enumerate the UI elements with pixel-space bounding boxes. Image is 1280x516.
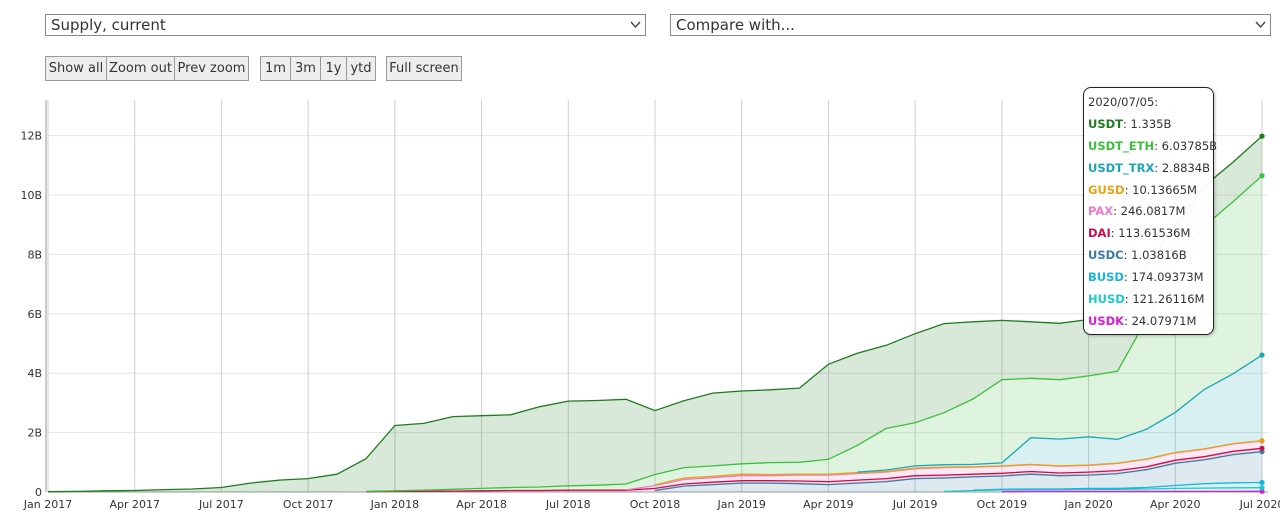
metric-select[interactable]: Supply, current (45, 14, 646, 36)
tooltip-entry: DAI113.61536M (1088, 226, 1213, 248)
area-fill (366, 448, 1262, 492)
x-tick-label: Jan 2018 (370, 498, 419, 511)
chevron (1255, 21, 1266, 29)
series-line (47, 135, 1263, 493)
tooltip-series-name: BUSD (1088, 270, 1131, 284)
tooltip-entry: BUSD174.09373M (1088, 270, 1213, 292)
range-button[interactable]: 1y (320, 56, 347, 81)
area-fill (626, 441, 1262, 491)
x-tick-label: Jan 2020 (1063, 498, 1112, 511)
end-marker (1259, 488, 1265, 494)
tooltip-value: 1.335B (1130, 116, 1172, 131)
tooltip-value: 2.8834B (1161, 160, 1210, 175)
end-marker (1259, 133, 1265, 139)
tooltip-value: 6.03785B (1161, 138, 1218, 153)
tooltip-entry: USDT1.335B (1088, 117, 1213, 139)
range-button[interactable]: ytd (346, 56, 376, 81)
tooltip-entry: HUSD121.26116M (1088, 292, 1213, 314)
x-tick-label: Jul 2020 (1239, 498, 1280, 511)
area-fill (366, 175, 1262, 492)
y-tick-label: 4B (27, 367, 42, 380)
compare-select-label: Compare with... (676, 16, 795, 34)
y-tick-label: 6B (27, 308, 42, 321)
zoom-button[interactable]: Prev zoom (174, 56, 249, 81)
y-tick-label: 2B (27, 427, 42, 440)
area-fill (857, 355, 1262, 473)
tooltip-entry: USDT_ETH6.03785B (1088, 139, 1217, 161)
lines (47, 133, 1265, 494)
y-tick-label: 8B (27, 248, 42, 261)
end-marker (1259, 479, 1265, 486)
tooltip-value: 113.61536M (1118, 226, 1191, 241)
tooltip-date: 2020/07/05: (1088, 95, 1159, 109)
compare-select[interactable]: Compare with... (670, 14, 1271, 36)
tooltip-value: 10.13665M (1132, 182, 1197, 197)
end-marker (1259, 438, 1265, 444)
tooltip-value: 174.09373M (1131, 270, 1204, 285)
end-marker (1259, 485, 1265, 491)
x-tick-label: Jul 2017 (198, 498, 244, 511)
x-tick-label: Jul 2019 (892, 498, 938, 511)
tooltip-entry: PAX246.0817M (1088, 204, 1213, 226)
tooltip-series-name: USDT_TRX (1088, 161, 1162, 175)
x-tick-label: Oct 2019 (977, 498, 1028, 511)
tooltip-value: 246.0817M (1120, 204, 1186, 219)
area-fill (655, 451, 1262, 492)
metric-select-label: Supply, current (51, 16, 166, 34)
tooltip-series-name: USDC (1088, 248, 1131, 262)
tooltip-entry: GUSD10.13665M (1088, 183, 1213, 205)
range-button[interactable]: 3m (290, 56, 321, 81)
x-tick-label: Oct 2017 (283, 498, 334, 511)
end-marker (1259, 445, 1265, 451)
x-tick-label: Apr 2019 (803, 498, 854, 511)
tooltip-series-name: PAX (1088, 204, 1121, 218)
x-tick-label: Apr 2020 (1150, 498, 1201, 511)
tooltip-value: 1.03816B (1131, 248, 1187, 263)
end-marker (1259, 352, 1265, 358)
tooltip-series-name: USDT (1088, 117, 1131, 131)
tooltip-series-name: USDK (1088, 314, 1132, 328)
series-line (654, 440, 1263, 486)
chevron (630, 21, 641, 29)
series-line (654, 451, 1263, 492)
y-tick-label: 10B (20, 189, 42, 202)
fullscreen-button[interactable]: Full screen (386, 56, 462, 81)
tooltip: 2020/07/05:USDT1.335BUSDT_ETH6.03785BUSD… (1083, 87, 1217, 336)
zoom-button[interactable]: Show all (45, 56, 107, 81)
x-tick-label: Jul 2018 (545, 498, 591, 511)
series-line (857, 354, 1263, 473)
tooltip-value: 24.07971M (1131, 313, 1197, 328)
tooltip-entry: USDC1.03816B (1088, 248, 1213, 270)
tooltip-value: 121.26116M (1132, 292, 1205, 307)
zoom-button[interactable]: Zoom out (106, 56, 175, 81)
range-button[interactable]: 1m (260, 56, 291, 81)
series-line (365, 175, 1263, 493)
tooltip-entry: USDK24.07971M (1088, 314, 1213, 336)
x-tick-label: Jan 2017 (23, 498, 72, 511)
y-tick-label: 0 (35, 486, 42, 499)
y-tick-label: 12B (20, 130, 42, 143)
series-line (972, 481, 1263, 491)
x-tick-label: Apr 2018 (456, 498, 507, 511)
x-tick-label: Apr 2017 (109, 498, 160, 511)
tooltip-series-name: GUSD (1088, 183, 1132, 197)
area-fill (48, 136, 1262, 492)
x-tick-label: Jan 2019 (716, 498, 765, 511)
end-marker (1259, 173, 1265, 179)
tooltip-series-name: HUSD (1088, 292, 1132, 306)
tooltip-entry: USDT_TRX2.8834B (1088, 161, 1213, 183)
series-line (365, 447, 1263, 493)
tooltip-series-name: DAI (1088, 226, 1118, 240)
x-tick-label: Oct 2018 (630, 498, 681, 511)
tooltip-series-name: USDT_ETH (1088, 139, 1162, 153)
